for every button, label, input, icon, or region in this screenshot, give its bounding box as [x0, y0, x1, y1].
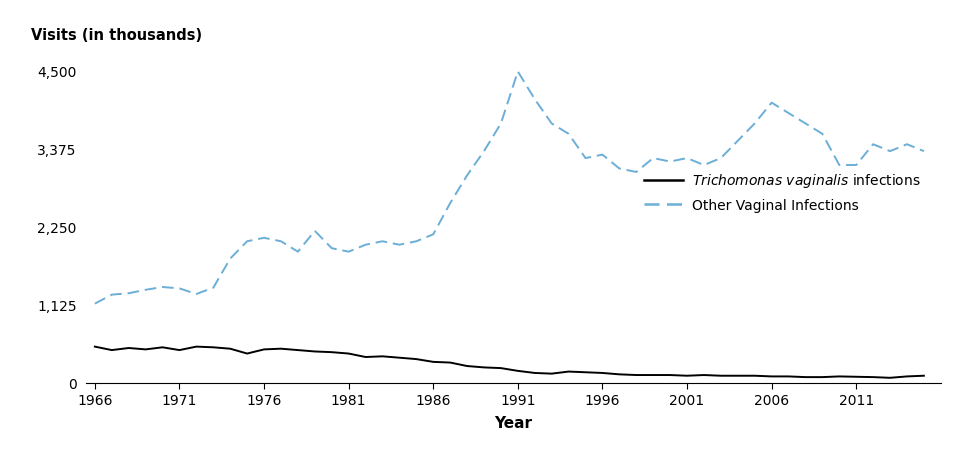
X-axis label: Year: Year [494, 416, 533, 431]
Text: Visits (in thousands): Visits (in thousands) [31, 28, 202, 43]
Legend: $\it{Trichomonas\ vaginalis}$ infections, Other Vaginal Infections: $\it{Trichomonas\ vaginalis}$ infections… [643, 172, 921, 212]
